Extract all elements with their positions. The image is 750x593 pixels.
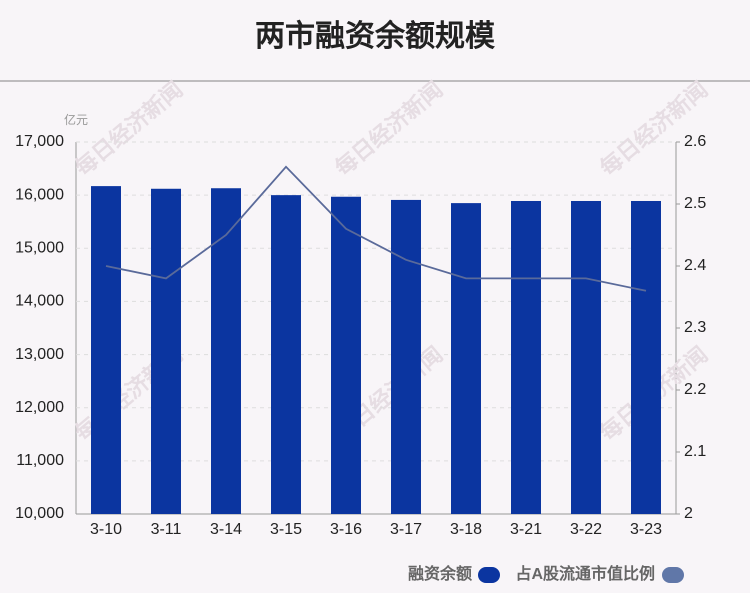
y2-tick-label: 2.5: [684, 195, 706, 212]
legend-label: 融资余额: [408, 564, 472, 583]
legend-swatch: [478, 567, 500, 583]
y2-tick-label: 2.1: [684, 443, 706, 460]
x-tick-label: 3-14: [210, 521, 242, 538]
bar: [631, 200, 661, 514]
y-tick-label: 11,000: [16, 452, 64, 469]
x-tick-label: 3-22: [570, 521, 602, 538]
bar: [451, 203, 481, 514]
watermark: 每日经济新闻: [595, 77, 712, 181]
y2-tick-label: 2.3: [684, 319, 706, 336]
bar: [331, 196, 361, 515]
bar: [271, 195, 301, 514]
line: [105, 165, 647, 292]
y-tick-label: 17,000: [15, 133, 64, 150]
unit-label: 亿元: [64, 112, 88, 127]
watermark: 每日经济新闻: [70, 77, 187, 181]
x-tick-label: 3-18: [450, 521, 482, 538]
bar: [391, 199, 421, 514]
bar: [511, 200, 541, 514]
x-tick-label: 3-15: [270, 521, 302, 538]
x-tick-label: 3-23: [630, 521, 662, 538]
y-tick-label: 16,000: [15, 186, 64, 203]
watermark: 每日经济新闻: [330, 77, 447, 181]
y-tick-label: 15,000: [15, 240, 64, 257]
legend-swatch: [662, 567, 684, 583]
bar: [91, 186, 121, 514]
x-tick-label: 3-17: [390, 521, 422, 538]
chart-title: 两市融资余额规模: [255, 19, 495, 53]
legend-label: 占A股流通市值比例: [515, 564, 655, 583]
x-tick-label: 3-10: [90, 521, 122, 538]
y2-tick-label: 2.4: [684, 257, 706, 274]
y-tick-label: 13,000: [15, 346, 64, 363]
bar: [151, 188, 181, 514]
y2-tick-label: 2: [684, 505, 693, 522]
x-tick-label: 3-16: [330, 521, 362, 538]
bar: [211, 188, 241, 514]
y-tick-label: 10,000: [15, 505, 64, 522]
y2-tick-label: 2.6: [684, 133, 706, 150]
y-tick-label: 12,000: [15, 399, 64, 416]
y-tick-label: 14,000: [15, 293, 64, 310]
x-tick-label: 3-11: [151, 521, 182, 538]
bar: [571, 200, 601, 514]
y2-tick-label: 2.2: [684, 381, 706, 398]
x-tick-label: 3-21: [510, 521, 542, 538]
